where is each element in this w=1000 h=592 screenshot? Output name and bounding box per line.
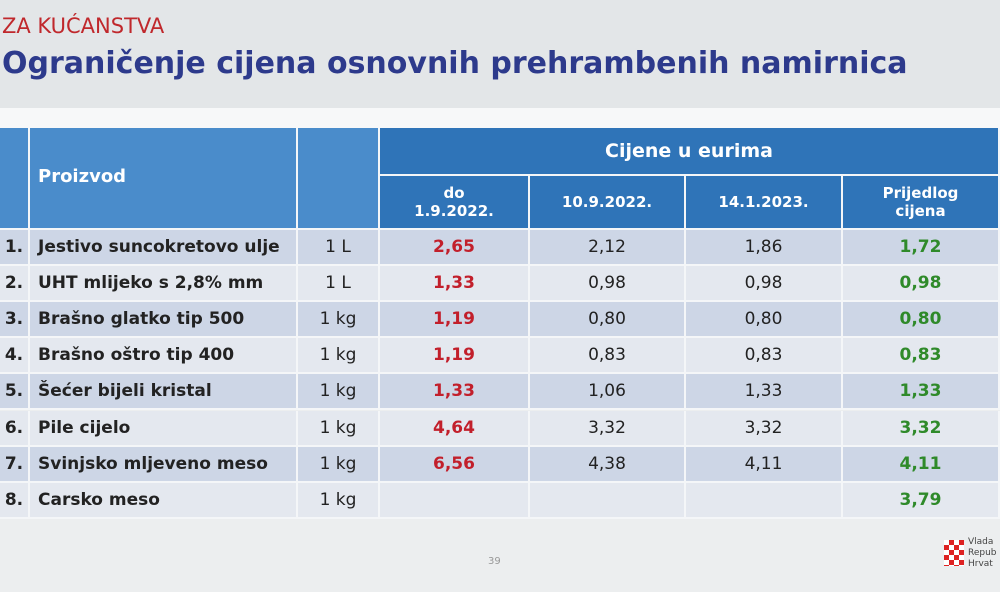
table-cell: 3,32 (686, 410, 843, 447)
table-cell: 0,83 (530, 338, 686, 375)
table-cell: 0,80 (843, 302, 1000, 339)
table-cell: 1,72 (843, 230, 1000, 267)
table-cell: 2. (0, 266, 30, 303)
table-cell: 7. (0, 446, 30, 483)
table-cell: 4,11 (686, 446, 843, 483)
table-cell: 1,06 (530, 374, 686, 411)
table-cell: 6. (0, 410, 30, 447)
header-cell: 14.1.2023. (686, 176, 843, 230)
table-cell: 0,80 (686, 302, 843, 339)
table-cell: 1 kg (298, 482, 380, 519)
table-cell: Brašno glatko tip 500 (30, 302, 298, 339)
table-cell: 1 kg (298, 338, 380, 375)
title-band (0, 0, 1000, 108)
table-cell: 8. (0, 482, 30, 519)
table-cell: 1,33 (686, 374, 843, 411)
table-cell: 3,32 (843, 410, 1000, 447)
table-cell: 0,98 (686, 266, 843, 303)
table-cell: UHT mlijeko s 2,8% mm (30, 266, 298, 303)
table-cell: 1 L (298, 266, 380, 303)
header-cell (0, 128, 30, 230)
header-cell: Prijedlog cijena (843, 176, 1000, 230)
table-cell: Svinjsko mljeveno meso (30, 446, 298, 483)
table-cell: 0,83 (686, 338, 843, 375)
header-cell: 10.9.2022. (530, 176, 686, 230)
logo-line: Repub (968, 548, 997, 558)
table-cell: 1,33 (380, 374, 530, 411)
header-cell: Proizvod (30, 128, 298, 230)
table-cell: 0,80 (530, 302, 686, 339)
table-cell: Brašno oštro tip 400 (30, 338, 298, 375)
header-cell: Cijene u eurima (380, 128, 1000, 176)
logo (944, 540, 964, 566)
table-cell: 3,32 (530, 410, 686, 447)
table-cell: 4,64 (380, 410, 530, 447)
table-cell: 2,65 (380, 230, 530, 267)
table-cell: 1 L (298, 230, 380, 267)
table-cell: 0,98 (530, 266, 686, 303)
table-cell: 5. (0, 374, 30, 411)
table-cell: 1,33 (380, 266, 530, 303)
table-cell: 2,12 (530, 230, 686, 267)
logo-text: Vlada Repub Hrvat (968, 537, 997, 570)
table-cell: 1,33 (843, 374, 1000, 411)
table-cell (530, 482, 686, 519)
table-cell: 4,11 (843, 446, 1000, 483)
table-cell: 1,19 (380, 302, 530, 339)
table-cell: 3. (0, 302, 30, 339)
title: Ograničenje cijena osnovnih prehrambenih… (2, 46, 908, 81)
table-cell: 1 kg (298, 410, 380, 447)
table-cell: 1,19 (380, 338, 530, 375)
table-cell: 1 kg (298, 446, 380, 483)
table-cell (686, 482, 843, 519)
header-cell (298, 128, 380, 230)
logo-line: Hrvat (968, 559, 993, 569)
logo-line: Vlada (968, 537, 994, 547)
separator (0, 108, 1000, 128)
table-cell: 4. (0, 338, 30, 375)
table-cell: Šećer bijeli kristal (30, 374, 298, 411)
table-cell (380, 482, 530, 519)
table-cell: Pile cijelo (30, 410, 298, 447)
tag: ZA KUĆANSTVA (2, 14, 165, 38)
table-cell: 0,98 (843, 266, 1000, 303)
table-cell: 6,56 (380, 446, 530, 483)
table-cell: 1. (0, 230, 30, 267)
table-cell: 1,86 (686, 230, 843, 267)
table-cell: 4,38 (530, 446, 686, 483)
table-cell: 0,83 (843, 338, 1000, 375)
table-cell: 1 kg (298, 302, 380, 339)
table-cell: Carsko meso (30, 482, 298, 519)
table-cell: 1 kg (298, 374, 380, 411)
table-cell: Jestivo suncokretovo ulje (30, 230, 298, 267)
table-cell: 3,79 (843, 482, 1000, 519)
header-cell: do 1.9.2022. (380, 176, 530, 230)
page-number: 39 (488, 556, 501, 567)
